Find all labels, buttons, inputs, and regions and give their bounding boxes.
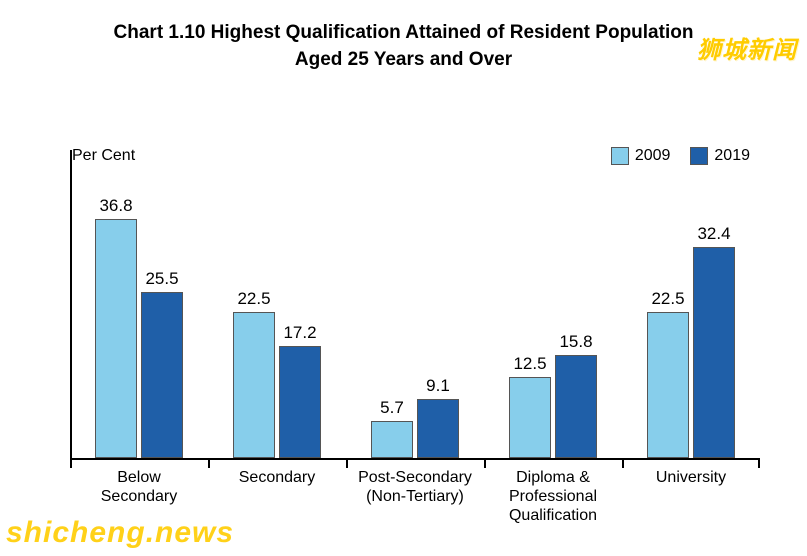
watermark-bottom-left: shicheng.news: [6, 516, 234, 550]
x-axis-tick: [208, 460, 210, 468]
bar-value-label: 9.1: [426, 376, 450, 396]
bar: 22.5: [647, 312, 689, 458]
legend-item-2009: 2009: [611, 147, 671, 165]
bar: 25.5: [141, 292, 183, 458]
title-line-1: Chart 1.10 Highest Qualification Attaine…: [0, 20, 807, 47]
x-axis-tick: [70, 460, 72, 468]
bar: 22.5: [233, 312, 275, 458]
legend-swatch-2009: [611, 147, 629, 165]
bar: 32.4: [693, 247, 735, 458]
bar-group: 22.517.2: [208, 198, 346, 458]
y-axis-label: Per Cent: [72, 147, 135, 165]
x-axis-line: [70, 458, 760, 460]
bar-value-label: 25.5: [145, 269, 178, 289]
legend-label-2019: 2019: [714, 147, 750, 165]
bar-group: 5.79.1: [346, 198, 484, 458]
bar-value-label: 12.5: [513, 354, 546, 374]
legend: 2009 2019: [611, 147, 750, 165]
category-label: Post-Secondary(Non-Tertiary): [346, 468, 484, 526]
bar: 9.1: [417, 399, 459, 458]
category-label: Diploma &ProfessionalQualification: [484, 468, 622, 526]
bar-value-label: 5.7: [380, 398, 404, 418]
x-axis-tick: [758, 460, 760, 468]
bar: 12.5: [509, 377, 551, 458]
bar-value-label: 15.8: [559, 332, 592, 352]
legend-swatch-2019: [690, 147, 708, 165]
x-axis-tick: [346, 460, 348, 468]
legend-item-2019: 2019: [690, 147, 750, 165]
x-axis-tick: [484, 460, 486, 468]
x-axis-tick: [622, 460, 624, 468]
bar: 5.7: [371, 421, 413, 458]
bar-value-label: 22.5: [651, 289, 684, 309]
bar: 17.2: [279, 346, 321, 458]
category-label: University: [622, 468, 760, 526]
legend-label-2009: 2009: [635, 147, 671, 165]
bar-group: 12.515.8: [484, 198, 622, 458]
bar: 15.8: [555, 355, 597, 458]
bar-value-label: 36.8: [99, 196, 132, 216]
title-line-2: Aged 25 Years and Over: [0, 47, 807, 74]
bar-value-label: 22.5: [237, 289, 270, 309]
bar: 36.8: [95, 219, 137, 458]
watermark-top-right: 狮城新闻: [697, 30, 797, 65]
bar-group: 22.532.4: [622, 198, 760, 458]
bars-container: 36.825.522.517.25.79.112.515.822.532.4: [70, 198, 760, 458]
bar-value-label: 17.2: [283, 323, 316, 343]
chart-area: Per Cent 2009 2019 36.825.522.517.25.79.…: [70, 150, 760, 460]
bar-value-label: 32.4: [697, 224, 730, 244]
chart-title: Chart 1.10 Highest Qualification Attaine…: [0, 20, 807, 73]
bar-group: 36.825.5: [70, 198, 208, 458]
